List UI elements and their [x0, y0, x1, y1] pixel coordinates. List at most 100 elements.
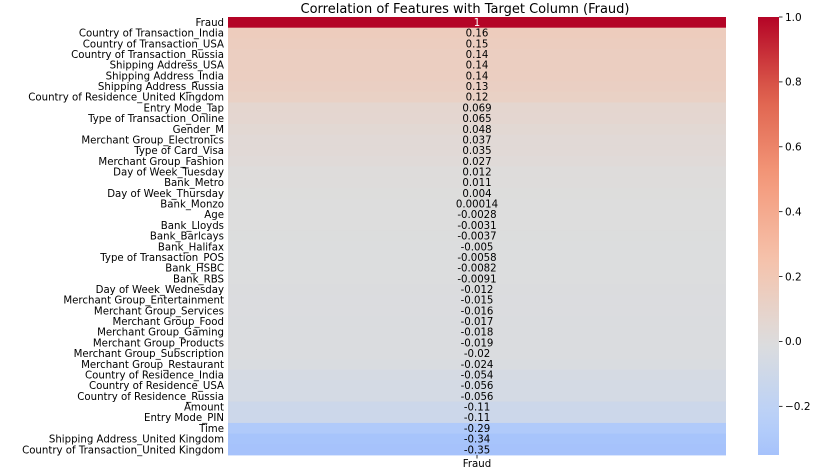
row-label: Merchant Group_Subscription: [74, 349, 224, 360]
heatmap-cell: [228, 123, 726, 135]
heatmap-cell: [228, 134, 726, 146]
row-label: Day of Week_Thursday: [107, 189, 224, 200]
chart-title: Correlation of Features with Target Colu…: [301, 2, 630, 17]
row-label: Bank_RBS: [173, 274, 224, 285]
cell-value-label: -0.015: [461, 296, 494, 307]
cell-value-label: -0.35: [464, 445, 490, 456]
heatmap-cell: [228, 348, 726, 360]
row-label: Country of Transaction_United Kingdom: [22, 445, 224, 456]
cell-value-label: -0.012: [461, 285, 494, 296]
heatmap-cell: [228, 316, 726, 328]
heatmap-cell: [228, 294, 726, 306]
colorbar-tick-label: 0.2: [785, 271, 802, 283]
cell-value-label: -0.0091: [457, 274, 496, 285]
row-label: Shipping Address_Russia: [98, 82, 224, 93]
cell-value-label: 0.12: [466, 93, 489, 104]
heatmap-cell: [228, 209, 726, 221]
cell-value-label: -0.005: [461, 242, 494, 253]
row-label: Country of Transaction_India: [79, 29, 224, 40]
cell-value-label: 0.037: [462, 135, 491, 146]
heatmap-cell: [228, 187, 726, 200]
cell-value-label: -0.016: [461, 306, 494, 317]
row-label: Fraud: [196, 18, 224, 29]
heatmap-cell: [228, 380, 726, 392]
cell-value-label: 0.14: [466, 61, 489, 72]
heatmap-cell: [228, 390, 726, 402]
row-label: Type of Transaction_POS: [99, 253, 224, 264]
row-label: Country of Residence_India: [85, 370, 224, 381]
heatmap-cell: [228, 337, 726, 349]
heatmap-cell: [228, 155, 726, 167]
heatmap-cell: [228, 81, 726, 93]
cell-value-label: -0.054: [461, 370, 494, 381]
row-label: Merchant Group_Gaming: [97, 328, 224, 339]
cell-value-label: -0.0082: [457, 264, 496, 275]
row-label: Day of Week_Tuesday: [113, 168, 224, 179]
row-label: Shipping Address_USA: [110, 61, 224, 72]
heatmap-cell: [228, 412, 726, 424]
cell-value-label: -0.018: [461, 328, 494, 339]
heatmap-cell: [228, 17, 726, 29]
row-label: Merchant Group_Food: [112, 317, 224, 328]
heatmap-cell: [228, 273, 726, 285]
cell-value-label: 0.14: [466, 50, 489, 61]
cell-value-label: -0.0028: [457, 210, 496, 221]
row-label: Merchant Group_Services: [94, 306, 224, 317]
colorbar-tick-label: −0.2: [785, 401, 811, 413]
row-label: Bank_HSBC: [165, 264, 224, 275]
heatmap-cell: [228, 49, 726, 61]
heatmap-cell: [228, 113, 726, 125]
cell-value-label: -0.0031: [457, 221, 496, 232]
heatmap-cell: [228, 305, 726, 317]
cell-value-label: -0.024: [461, 360, 494, 371]
cell-value-label: 0.14: [466, 71, 489, 82]
heatmap-cell: [228, 284, 726, 296]
cell-value-label: -0.056: [461, 381, 494, 392]
row-label: Bank_Metro: [164, 178, 224, 189]
row-label: Type of Card_Visa: [133, 146, 224, 157]
colorbar-tick-label: 0.0: [785, 336, 802, 348]
row-label: Day of Week_Wednesday: [96, 285, 224, 296]
row-label: Shipping Address_India: [106, 71, 224, 82]
cell-value-label: -0.0058: [457, 253, 496, 264]
cell-value-label: 0.065: [462, 114, 491, 125]
heatmap-cell: [228, 358, 726, 370]
x-tick-label-fraud: Fraud: [463, 459, 491, 470]
cell-value-label: 1: [474, 18, 480, 29]
colorbar-gradient: [758, 17, 779, 455]
heatmap-cell: [228, 326, 726, 338]
colorbar-tick-label: 1.0: [785, 12, 802, 24]
row-label: Bank_Barlcays: [150, 232, 224, 243]
row-label: Merchant Group_Products: [93, 338, 224, 349]
row-label: Country of Residence_Russia: [77, 392, 224, 403]
heatmap-cell: [228, 262, 726, 274]
heatmap-cell: [228, 369, 726, 381]
colorbar-tick-label: 0.4: [785, 206, 802, 218]
colorbar-tick-label: 0.6: [785, 142, 802, 154]
cell-value-label: 0.027: [462, 157, 491, 168]
cell-value-label: 0.069: [462, 103, 491, 114]
row-label: Time: [198, 424, 224, 435]
row-label: Merchant Group_Entertainment: [63, 296, 224, 307]
heatmap-cell: [228, 177, 726, 189]
cell-value-label: -0.017: [461, 317, 494, 328]
colorbar: 1.0 0.8 0.6 0.4 0.2 0.0 −0.2: [758, 12, 811, 455]
row-label: Country of Residence_United Kingdom: [28, 93, 224, 104]
heatmap-cell: [228, 444, 726, 456]
cell-value-label: -0.34: [464, 435, 490, 446]
row-label: Shipping Address_United Kingdom: [49, 435, 224, 446]
row-label: Bank_Halifax: [158, 242, 224, 253]
cell-value-label: 0.15: [466, 39, 489, 50]
heatmap-cell: [228, 401, 726, 413]
heatmap-cell: [228, 219, 726, 232]
cell-value-label: 0.011: [462, 178, 491, 189]
heatmap-cell: [228, 27, 726, 39]
cell-value-label: 0.004: [462, 189, 491, 200]
cell-value-label: -0.11: [464, 403, 490, 414]
heatmap-cell: [228, 230, 726, 242]
row-label: Entry Mode_PIN: [144, 413, 224, 424]
heatmap-cell: [228, 70, 726, 82]
cell-value-label: 0.13: [466, 82, 489, 93]
heatmap-cell: [228, 252, 726, 264]
